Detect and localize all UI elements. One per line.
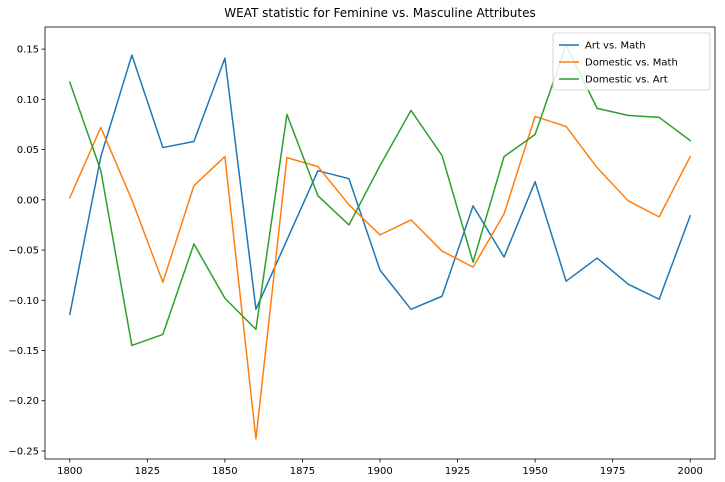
y-tick-label: −0.20 bbox=[8, 396, 39, 407]
series-line-2 bbox=[68, 115, 692, 440]
y-tick-label: −0.10 bbox=[8, 296, 39, 307]
chart-title: WEAT statistic for Feminine vs. Masculin… bbox=[224, 6, 535, 20]
legend-label: Domestic vs. Math bbox=[585, 58, 678, 69]
y-tick-label: −0.05 bbox=[8, 246, 39, 257]
legend-box bbox=[552, 32, 711, 91]
x-tick-label: 1800 bbox=[57, 466, 82, 477]
legend: Art vs. Math Domestic vs. Math Domestic vs… bbox=[552, 32, 711, 91]
x-tick-label: 1950 bbox=[522, 466, 547, 477]
y-tick-label: 0.10 bbox=[17, 95, 39, 106]
y-tick-label: −0.25 bbox=[8, 446, 39, 457]
x-tick-label: 1925 bbox=[445, 466, 470, 477]
y-tick-label: 0.15 bbox=[17, 45, 39, 56]
x-tick-label: 2000 bbox=[677, 466, 702, 477]
y-tick-label: −0.15 bbox=[8, 346, 39, 357]
plot-area: 1800 1825 1850 1875 1900 1925 1950 1975 2000 −0.2… bbox=[8, 26, 716, 477]
y-tick-label: 0.00 bbox=[17, 195, 39, 206]
x-tick-label: 1975 bbox=[600, 466, 625, 477]
x-tick-label: 1850 bbox=[212, 466, 237, 477]
x-tick-label: 1825 bbox=[135, 466, 160, 477]
x-tick-label: 1900 bbox=[367, 466, 392, 477]
series-line-1 bbox=[68, 54, 692, 316]
legend-label: Domestic vs. Art bbox=[585, 75, 668, 86]
x-tick-label: 1875 bbox=[290, 466, 315, 477]
y-tick-label: 0.05 bbox=[17, 145, 39, 156]
legend-label: Art vs. Math bbox=[585, 41, 646, 52]
